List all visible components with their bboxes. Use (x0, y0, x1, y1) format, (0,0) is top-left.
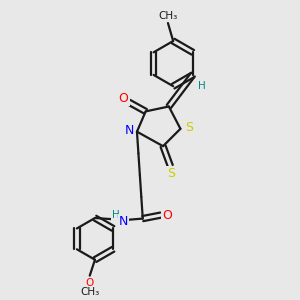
Text: O: O (162, 208, 172, 222)
Text: H: H (198, 81, 206, 91)
Text: CH₃: CH₃ (158, 11, 178, 20)
Text: S: S (185, 121, 193, 134)
Text: N: N (125, 124, 134, 137)
Text: CH₃: CH₃ (80, 287, 99, 297)
Text: O: O (85, 278, 94, 289)
Text: O: O (119, 92, 129, 105)
Text: S: S (167, 167, 175, 180)
Text: N: N (119, 215, 128, 228)
Text: H: H (112, 210, 120, 220)
